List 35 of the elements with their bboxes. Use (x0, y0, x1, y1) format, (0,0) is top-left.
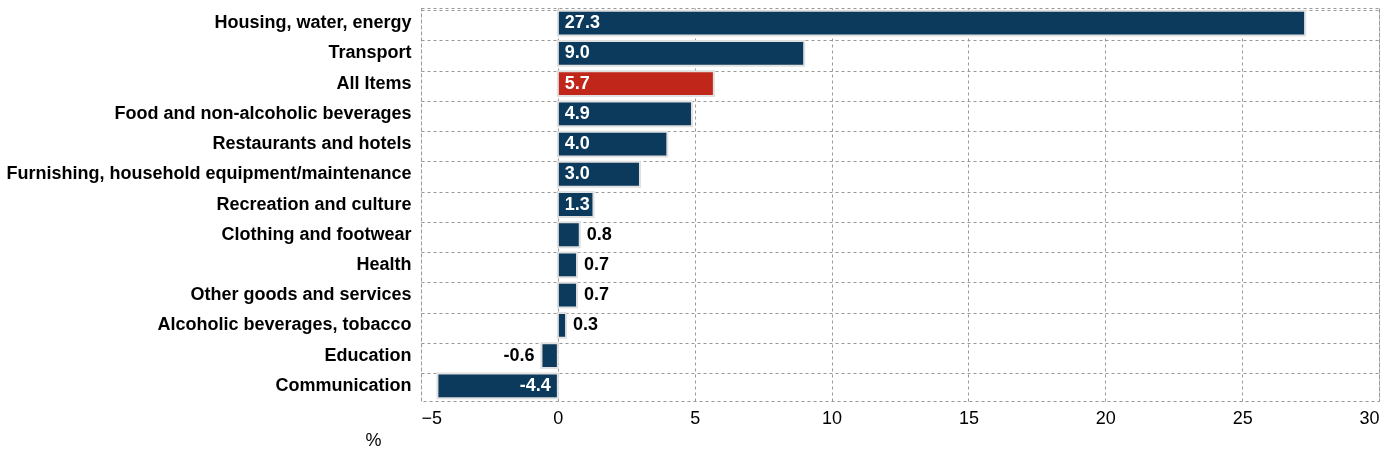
y-tick-label: Furnishing, household equipment/maintenance (6, 163, 412, 184)
y-tick-label: Other goods and services (190, 284, 412, 305)
y-tick-label: Clothing and footwear (221, 223, 412, 244)
data-label: 4.0 (564, 133, 590, 154)
x-tick-label: 20 (1095, 407, 1116, 428)
y-tick-label: Housing, water, energy (214, 12, 412, 33)
y-tick-label: Transport (328, 42, 412, 63)
data-label: 3.0 (564, 163, 590, 184)
x-tick-label: 30 (1359, 407, 1380, 428)
data-label: 9.0 (564, 42, 590, 63)
y-tick-label: Communication (275, 374, 412, 395)
y-tick-label: Health (356, 253, 412, 274)
y-tick-label: Restaurants and hotels (212, 133, 412, 154)
x-tick-label: 15 (958, 407, 979, 428)
data-label: 1.3 (564, 193, 590, 214)
y-tick-label: Food and non-alcoholic beverages (114, 102, 412, 123)
data-label: 4.9 (564, 102, 590, 123)
x-tick-label: −5 (421, 407, 443, 428)
y-tick-label: Recreation and culture (216, 193, 412, 214)
x-tick-label: 5 (690, 407, 701, 428)
x-axis-title: % (365, 429, 382, 450)
data-label: 0.7 (584, 253, 610, 274)
data-label: -0.6 (503, 344, 535, 365)
data-label: -4.4 (519, 374, 551, 395)
y-tick-label: Education (324, 344, 412, 365)
data-label: 5.7 (564, 72, 590, 93)
y-tick-label: Alcoholic beverages, tobacco (157, 314, 412, 335)
data-label: 0.8 (586, 223, 612, 244)
x-tick-label: 0 (553, 407, 564, 428)
data-label: 27.3 (564, 12, 600, 33)
x-tick-label: 25 (1232, 407, 1253, 428)
y-tick-label: All Items (336, 72, 412, 93)
data-label: 0.7 (584, 284, 610, 305)
data-label: 0.3 (573, 314, 599, 335)
x-tick-label: 10 (822, 407, 843, 428)
